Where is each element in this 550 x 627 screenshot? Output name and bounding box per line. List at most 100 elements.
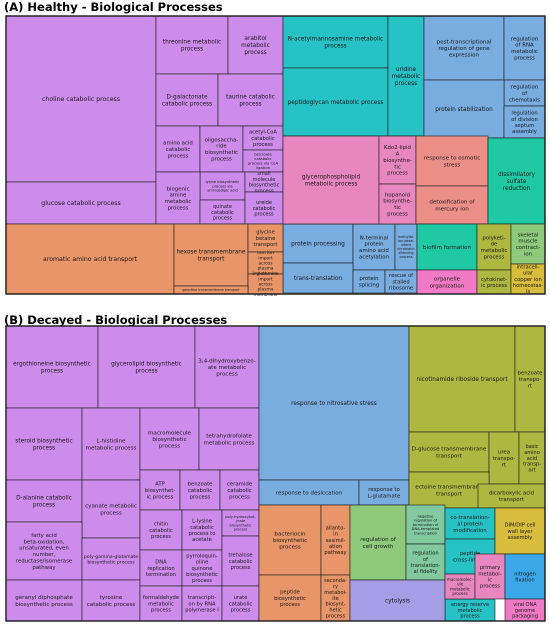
treemap-label-n-terminal-protein-amino-acid-acetylation: N-terminal protein amino acid acetylation	[359, 235, 389, 260]
treemap-label-acetyl-coa-catabolic-process: acetyl-CoA catabolic process	[249, 130, 277, 148]
treemap-label-regulation-of-rna-metabolic-process: regulation of RNA metabolic process	[511, 36, 538, 61]
treemap-label-rescue-of-stalled-ribosome: rescue of stalled ribosome	[389, 273, 413, 291]
treemap-label-aromatic-amino-acid-transport: aromatic amino acid transport	[43, 256, 138, 263]
treemap-label-cytolysis: cytolysis	[385, 599, 410, 605]
treemap-label-regulation-of-division-septum-assembly: regulation of division septum assembly	[511, 111, 538, 135]
treemap-label-primary-metabolic-process: primary metabol-ic process	[478, 565, 501, 589]
treemap-label-energy-reserve-metabolic-process: energy reserve metabolic process	[451, 602, 489, 620]
treemap-label-peptide-biosynthetic-process: peptide biosynthetic process	[274, 590, 306, 608]
treemap-label-atp-biosynthetic-process: ATP biosynthet-ic process	[145, 482, 176, 501]
treemap-frame-a	[5, 15, 546, 295]
treemap-label-urea-transport: urea transpo-rt	[493, 450, 516, 469]
panel-b-title: (B) Decayed - Biological Processes	[4, 313, 228, 327]
treemap-cell-nicotinamide-riboside-transport	[408, 325, 516, 433]
treemap-cell-l-lysine-catabolic-process-to-acetate	[181, 509, 223, 551]
treemap-cell-detoxification-of-mercury-ion	[415, 185, 489, 225]
treemap-label-allantoin-assimilation-pathway: allanto-in assimil-ation pathway	[324, 526, 346, 557]
treemap-cell-amino-acid-catabolic-process	[155, 125, 201, 173]
treemap-cell-post-transcriptional-regulation-of-gene-expression	[423, 15, 505, 81]
treemap-label-peptide-cross-linking: peptide cross-linking	[453, 551, 487, 563]
treemap-label-pyrroloquinoline-quinone-biosynthetic-process: pyrroloquin-oline quinone biosynthetic proc…	[186, 554, 218, 585]
treemap-cell-steroid-biosynthetic-process	[5, 407, 83, 481]
treemap-label-ectoine-transmembrane-transport: ectoine transmembrane transport	[415, 485, 483, 498]
treemap-cell-ectoine-transmembrane-transport	[408, 471, 490, 509]
treemap-cell-biogenic-amine-metabolic-process	[155, 171, 201, 225]
treemap-cell-response-to-osmotic-stress	[415, 135, 489, 187]
treemap-cell-peptide-biosynthetic-process	[258, 574, 322, 622]
treemap-cell-3-4-dihydroxybenzoate-metabolic-process	[194, 325, 260, 409]
treemap-label-trans-translation: trans-translation	[294, 276, 342, 282]
treemap-label-regulation-of-cell-growth: regulation of cell growth	[360, 537, 397, 550]
treemap-label-dna-replication-termination: DNA replication termination	[146, 560, 176, 578]
treemap-cell-transcription-by-rna-polymerase-i	[181, 585, 223, 622]
treemap-label-uridine-metabolic-process: uridine metabolic process	[392, 67, 421, 87]
treemap-cell-urate-catabolic-process	[221, 585, 260, 622]
treemap-label-macromolecule-biosynthetic-process: macromolecule biosynthetic process	[148, 430, 192, 449]
treemap-label-l-glutamine-import-across-plasma-membrane: L-glutamine import across plasma membrane	[252, 271, 278, 298]
treemap-label-taurine-catabolic-process: taurine catabolic process	[226, 95, 275, 108]
treemap-label-glycerolipid-biosynthetic-process: glycerolipid biosynthetic process	[111, 362, 182, 375]
treemap-label-biofilm-formation: biofilm formation	[423, 245, 471, 251]
treemap-cell-taurine-catabolic-process	[217, 73, 284, 127]
treemap-label-n-acetylmannosamine-metabolic-process: N-acetylmannosamine metabolic process	[288, 37, 384, 50]
treemap-label-dissimilatory-sulfate-reduction: dissimilatory sulfate reduction	[498, 172, 536, 192]
treemap-label-basic-amino-acid-transport: basic amino acid transp-ort	[523, 444, 541, 474]
treemap-label-d-galactonate-catabolic-process: D-galactonate catabolic process	[162, 95, 212, 108]
treemap-label-hexose-transmembrane-transport: hexose transmembrane transport	[177, 250, 246, 263]
treemap-label-viral-dna-genome-packaging: viral DNA genome packaging	[512, 602, 538, 620]
treemap-label-quinate-catabolic-process: quinate catabolic process	[211, 204, 234, 222]
treemap-cell-biofilm-formation	[416, 223, 478, 271]
treemap-label-post-transcriptional-regulation-of-gene-expression: post-transcriptional regulation of gene ex…	[437, 39, 492, 58]
treemap-label-3-4-dihydroxybenzoate-metabolic-process: 3,4-dihydroxybenzo-ate metabolic process	[198, 358, 256, 377]
treemap-cell-regulation-of-translational-fidelity	[405, 543, 446, 581]
treemap-cell-oligosaccharide-biosynthetic-process	[199, 125, 244, 173]
treemap-cell-formaldehyde-metabolic-process	[139, 585, 183, 622]
treemap-cell-glycine-betaine-transport	[247, 223, 284, 253]
treemap-cell-co-translational-protein-modification	[444, 507, 496, 540]
treemap-label-hopanoid-biosynthetic-process: hopanoid biosynthe-tic process	[383, 192, 411, 217]
treemap-cell-lysine-biosynthetic-process-via-aminoadipic-acid	[199, 171, 246, 201]
treemap-cell-threonine-metabolic-process	[155, 15, 229, 75]
treemap-cell-hopanoid-biosynthetic-process	[378, 183, 417, 225]
treemap-cell-secondary-metabolite-biosynthetic-process	[320, 574, 351, 622]
treemap-label-oligosaccharide-biosynthetic-process: oligosaccha-ride biosynthetic process	[205, 137, 239, 162]
treemap-cell-regulation-of-division-septum-assembly	[503, 105, 546, 139]
treemap-cell-intracellular-copper-ion-homeostasis	[510, 263, 546, 295]
treemap-label-amino-acid-catabolic-process: amino acid catabolic process	[163, 141, 193, 160]
treemap-cell-chitin-catabolic-process	[139, 509, 183, 551]
treemap-cell-trehalose-catabolic-process	[221, 535, 260, 587]
treemap-label-lysine-biosynthetic-process-via-aminoadipic-acid: lysine biosynthetic process via aminoadipi…	[206, 180, 240, 192]
treemap-label-galactitol-transmembrane-transport: galactitol transmembrane transport	[182, 288, 240, 292]
treemap-label-glycine-betaine-transport: glycine betaine transport	[254, 230, 278, 248]
treemap-label-arabitol-metabolic-process: arabitol metabolic process	[241, 36, 270, 56]
treemap-label-peptidoglycan-metabolic-process: peptidoglycan metabolic process	[288, 100, 384, 106]
treemap-label-ceramide-catabolic-process: ceramide catabolic process	[227, 482, 253, 501]
treemap-label-benzoate-catabolic-process: benzoate catabolic process	[187, 482, 213, 501]
treemap-label-intracellular-copper-ion-homeostasis: intracell-ular copper ion homeostas-is	[513, 265, 543, 296]
treemap-label-l-lysine-catabolic-process-to-acetate: L-lysine catabolic process to acetate	[189, 519, 216, 543]
treemap-label-transcription-by-rna-polymerase-i: transcripti-on by RNA polymerase I	[185, 595, 219, 613]
treemap-label-d-glucose-transmembrane-transport: D-glucose transmembrane transport	[412, 447, 487, 460]
treemap-label-dicarboxylic-acid-transport: dicarboxylic acid transport	[489, 491, 534, 503]
treemap-label-protein-splicing: protein splicing	[359, 276, 380, 288]
treemap-label-response-to-nitrosative-stress: response to nitrosative stress	[291, 401, 377, 407]
treemap-label-trehalose-catabolic-process: trehalose catabolic process	[228, 553, 252, 571]
treemap-cell-urea-transport	[488, 431, 520, 485]
treemap-label-small-molecule-biosynthetic-process: small molecule biosynthetic process	[249, 171, 280, 195]
treemap-cell-basic-amino-acid-transport	[518, 431, 546, 485]
treemap-label-benzoate-catabolic-process-via-coa-ligation: benzoate catabolic process via CoA ligation	[248, 152, 279, 170]
treemap-label-polyketide-metabolic-process: polyketi-de metabolic process	[481, 235, 508, 260]
treemap-cell-dna-replication-termination	[139, 549, 183, 587]
treemap-cell-polyketide-metabolic-process	[476, 223, 512, 271]
treemap-cell-poly-gamma-glutamate-biosynthetic-process	[81, 537, 141, 581]
treemap-label-regulation-of-chemotaxis: regulation of chemotaxis	[509, 85, 540, 104]
treemap-label-urate-catabolic-process: urate catabolic process	[229, 595, 253, 613]
treemap-cell-protein-stabilization	[423, 79, 505, 139]
treemap-label-nitrogen-fixation: nitrogen fixation	[514, 571, 536, 583]
treemap-cell-d-galactonate-catabolic-process	[155, 73, 219, 127]
treemap-label-response-to-desiccation: response to desiccation	[276, 490, 343, 496]
treemap-label-formaldehyde-metabolic-process: formaldehyde metabolic process	[143, 595, 179, 613]
treemap-label-poly-hydroxybutyrate-biosynthetic-process: poly-hydroxybut-yrate biosynthetic process	[225, 515, 256, 532]
